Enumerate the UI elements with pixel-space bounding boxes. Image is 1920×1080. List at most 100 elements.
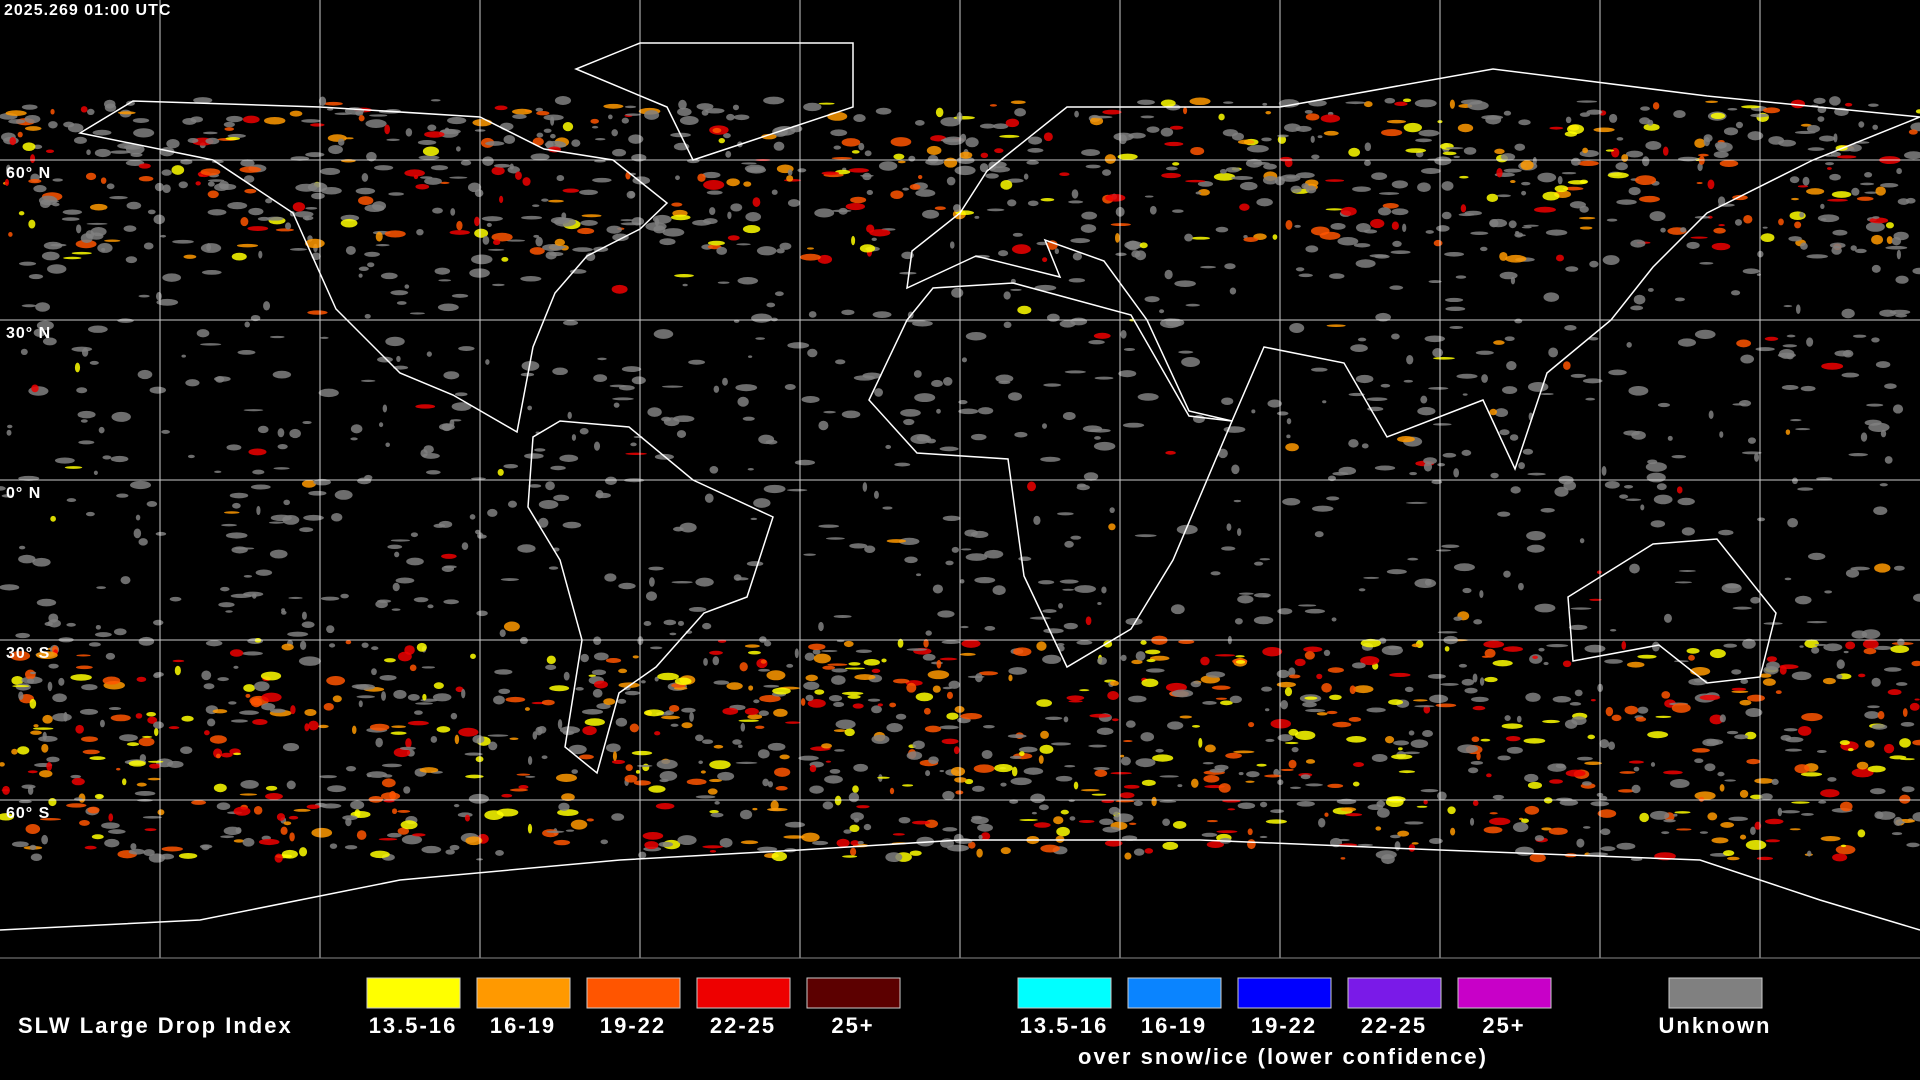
- cloud-patch: [695, 734, 704, 742]
- cloud-patch: [1470, 760, 1484, 765]
- cloud-patch: [612, 148, 627, 157]
- cloud-patch: [46, 756, 60, 763]
- cloud-patch: [79, 708, 99, 715]
- cloud-patch: [562, 188, 580, 193]
- cloud-patch: [1731, 687, 1747, 691]
- cloud-patch: [1332, 721, 1352, 728]
- cloud-patch: [812, 840, 829, 846]
- cloud-patch: [1152, 754, 1174, 762]
- cloud-patch: [1418, 129, 1440, 137]
- cloud-patch: [726, 113, 735, 121]
- cloud-patch: [965, 137, 979, 148]
- cloud-patch: [1676, 828, 1692, 831]
- cloud-patch: [1043, 383, 1062, 387]
- cloud-patch: [38, 735, 58, 742]
- cloud-patch: [1386, 119, 1407, 124]
- cloud-patch: [771, 189, 778, 195]
- cloud-patch: [1806, 620, 1828, 624]
- cloud-patch: [261, 692, 282, 702]
- cloud-patch: [1893, 565, 1905, 571]
- cloud-patch: [545, 481, 555, 491]
- graticule: [0, 0, 1920, 958]
- cloud-patch: [989, 104, 997, 107]
- cloud-patch: [109, 196, 128, 200]
- cloud-patch: [1884, 383, 1897, 389]
- cloud-patch: [1453, 155, 1461, 159]
- cloud-patch: [964, 778, 974, 785]
- cloud-patch: [474, 216, 480, 227]
- cloud-patch: [1639, 812, 1650, 823]
- cloud-patch: [1587, 734, 1596, 740]
- cloud-patch: [119, 734, 138, 742]
- cloud-patch: [803, 102, 822, 112]
- cloud-patch: [299, 527, 314, 533]
- cloud-patch: [318, 388, 339, 398]
- cloud-patch: [458, 727, 479, 737]
- cloud-patch: [256, 505, 261, 516]
- cloud-patch: [193, 97, 213, 104]
- cloud-patch: [104, 239, 121, 242]
- cloud-patch: [1532, 157, 1537, 166]
- cloud-patch: [612, 233, 629, 242]
- cloud-patch: [1327, 783, 1344, 789]
- cloud-patch: [841, 138, 861, 147]
- cloud-patch: [1696, 181, 1703, 185]
- cloud-patch: [70, 774, 82, 779]
- cloud-patch: [1457, 744, 1479, 754]
- cloud-patch: [1899, 794, 1911, 804]
- cloud-patch: [415, 183, 430, 190]
- legend: 13.5-16 16-19 19-22 22-25 25+ 13.5-16 16-19 19-…: [366, 977, 1770, 1038]
- cloud-patch: [970, 816, 989, 825]
- cloud-patch: [1171, 209, 1184, 213]
- timestamp: 2025.269 01:00 UTC: [4, 2, 171, 19]
- cloud-patch: [625, 452, 647, 456]
- cloud-patch: [771, 851, 788, 862]
- cloud-patch: [617, 698, 627, 704]
- cloud-patch: [413, 597, 429, 603]
- cloud-patch: [911, 820, 931, 825]
- cloud-patch: [412, 833, 426, 837]
- cloud-patch: [1481, 655, 1490, 658]
- cloud-patch: [227, 202, 248, 210]
- cloud-patch: [1038, 580, 1055, 585]
- cloud-patch: [723, 133, 731, 139]
- cloud-patch: [42, 337, 57, 346]
- cloud-patch: [561, 793, 575, 802]
- cloud-patch: [679, 522, 697, 533]
- cloud-patch: [1702, 738, 1720, 747]
- cloud-patch: [1516, 234, 1526, 237]
- latitude-label: 30° S: [6, 645, 50, 662]
- cloud-patch: [1107, 691, 1119, 700]
- cloud-patch: [1428, 386, 1449, 390]
- cloud-patch: [972, 785, 985, 792]
- cloud-patch: [562, 122, 574, 132]
- cloud-patch: [808, 311, 817, 318]
- cloud-patch: [1554, 486, 1569, 497]
- cloud-patch: [1224, 263, 1236, 270]
- cloud-patch: [1068, 700, 1083, 703]
- cloud-patch: [441, 565, 455, 572]
- cloud-patch: [1688, 654, 1695, 661]
- cloud-patch: [1845, 641, 1856, 650]
- cloud-patch: [1039, 744, 1054, 754]
- cloud-patch: [1564, 719, 1578, 729]
- cloud-patch: [1699, 694, 1721, 701]
- cloud-patch: [200, 343, 222, 346]
- cloud-patch: [1184, 233, 1193, 242]
- cloud-patch: [1801, 812, 1814, 816]
- cloud-patch: [852, 785, 859, 793]
- cloud-patch: [744, 644, 760, 648]
- cloud-patch: [989, 166, 1011, 173]
- cloud-patch: [1403, 379, 1414, 383]
- cloud-patch: [980, 152, 989, 158]
- cloud-patch: [1545, 229, 1568, 236]
- cloud-patch: [1598, 795, 1608, 801]
- cloud-patch: [1607, 172, 1629, 179]
- cloud-patch: [430, 736, 438, 743]
- cloud-patch: [370, 850, 390, 859]
- cloud-patch: [605, 476, 617, 485]
- cloud-patch: [1415, 138, 1432, 143]
- cloud-patch: [1529, 853, 1546, 863]
- cloud-patch: [807, 698, 826, 708]
- cloud-patch: [1492, 794, 1505, 800]
